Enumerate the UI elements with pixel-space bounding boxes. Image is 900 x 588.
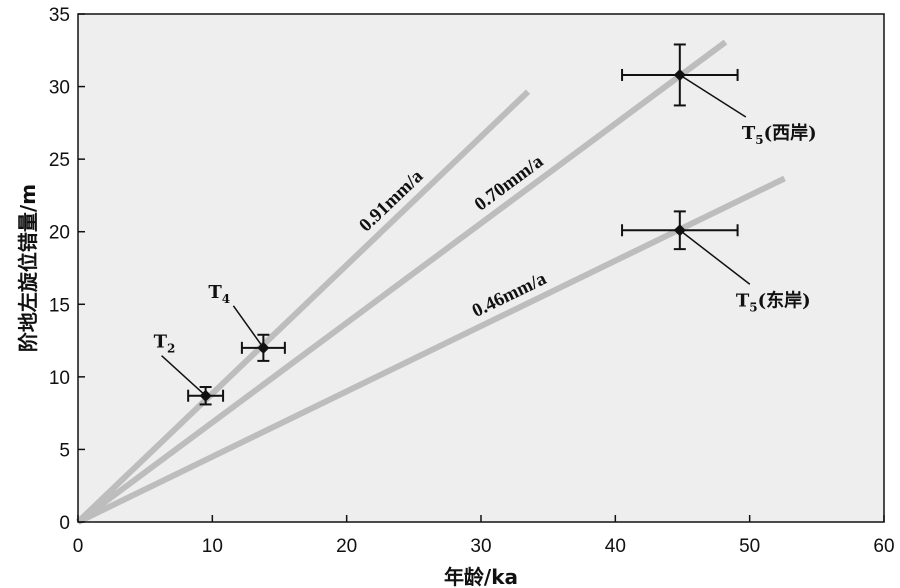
data-point xyxy=(673,68,686,81)
y-tick-label: 25 xyxy=(49,150,70,171)
y-tick-label: 10 xyxy=(49,368,70,389)
y-tick-label: 15 xyxy=(49,295,70,316)
x-tick-label: 30 xyxy=(470,536,491,557)
data-point xyxy=(673,224,686,237)
x-tick-label: 20 xyxy=(336,536,357,557)
point-leader-lines xyxy=(161,74,751,397)
y-tick-label: 30 xyxy=(49,78,70,99)
y-tick-label: 20 xyxy=(49,223,70,244)
plot-area xyxy=(78,14,884,522)
x-tick-label: 60 xyxy=(873,536,894,557)
y-axis-ticks: 0 5 10 15 20 25 30 35 xyxy=(49,5,85,534)
y-tick-label: 0 xyxy=(59,513,70,534)
y-tick-label: 35 xyxy=(49,5,70,26)
x-tick-label: 0 xyxy=(73,536,84,557)
data-point xyxy=(257,341,270,354)
rate-line xyxy=(76,175,786,525)
data-points xyxy=(187,43,739,406)
x-axis-title: 年龄/ka xyxy=(444,565,518,588)
rate-line xyxy=(75,89,531,525)
leader-line xyxy=(679,229,751,285)
point-label: T5(东岸) xyxy=(736,289,811,314)
leader-line xyxy=(232,305,264,349)
x-tick-label: 50 xyxy=(739,536,760,557)
point-label: T5(西岸) xyxy=(742,122,817,147)
x-tick-label: 10 xyxy=(202,536,223,557)
point-label: T2 xyxy=(154,332,176,356)
point-labels: T2 T4 T5(西岸) T5(东岸) xyxy=(154,122,817,356)
rate-line xyxy=(76,39,728,525)
rate-lines xyxy=(75,39,786,525)
x-tick-label: 40 xyxy=(605,536,626,557)
y-tick-label: 5 xyxy=(59,440,70,461)
data-point xyxy=(199,389,212,402)
x-axis-ticks: 0 10 20 30 40 50 60 xyxy=(73,515,895,557)
leader-line xyxy=(161,355,207,397)
point-label: T4 xyxy=(208,282,230,306)
y-axis-title: 阶地左旋位错量/m xyxy=(16,184,40,352)
leader-line xyxy=(679,74,747,118)
